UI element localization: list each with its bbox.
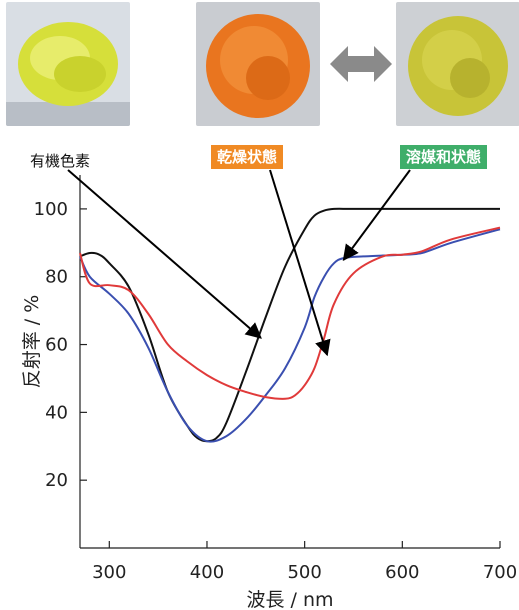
y-tick-label: 20	[45, 470, 68, 491]
dry-state-pointer-arrow	[269, 169, 331, 357]
solvated-state-label: 溶媒和状態	[400, 145, 488, 169]
double-arrow-icon	[330, 46, 392, 82]
y-tick-label: 100	[34, 199, 68, 220]
dry-state-label: 乾燥状態	[211, 145, 284, 169]
x-tick-label: 600	[385, 562, 419, 583]
x-tick-label: 400	[190, 562, 224, 583]
x-tick-label: 300	[92, 562, 126, 583]
y-tick-label: 60	[45, 335, 68, 356]
organic-dye-label: 有機色素	[30, 152, 91, 170]
dry-state-photo	[196, 2, 320, 126]
x-axis-label: 波長 / nm	[246, 589, 333, 610]
x-tick-label: 700	[483, 562, 517, 583]
organic-dye-curve	[79, 207, 500, 443]
organic-dye-pointer-arrow	[67, 169, 262, 339]
solvated-state-photo	[396, 2, 519, 126]
y-axis-label: 反射率 / %	[21, 295, 43, 389]
y-tick-label: 80	[45, 267, 68, 288]
dry-state-curve	[79, 226, 501, 400]
x-tick-label: 500	[287, 562, 321, 583]
organic-dye-photo	[6, 2, 130, 126]
solvated-state-curve	[79, 228, 501, 443]
y-tick-label: 40	[45, 402, 68, 423]
solvated-state-pointer-arrow	[342, 169, 411, 262]
